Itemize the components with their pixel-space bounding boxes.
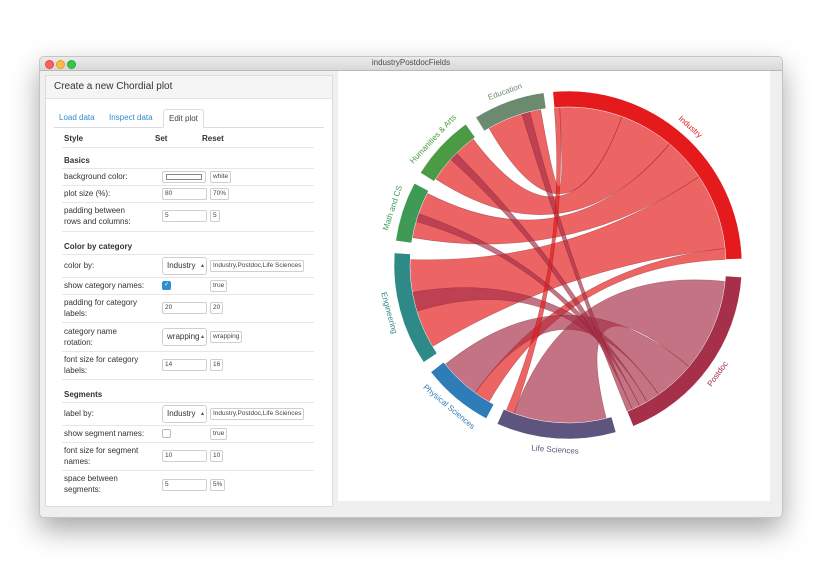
group-label-life-sciences: Life Sciences [531, 444, 579, 456]
select-arrows-icon: ▴ [200, 263, 204, 269]
show-category-names-reset-button[interactable]: true [210, 280, 228, 292]
col-header-style: Style [64, 134, 84, 143]
padding-cat-reset-button[interactable]: 20 [210, 302, 224, 314]
background-color-label: background color: [64, 172, 128, 181]
font-cat-reset-button[interactable]: 16 [210, 359, 224, 371]
group-arc-humanities-arts[interactable] [420, 123, 476, 182]
cat-rotation-label-line1: category name [64, 327, 117, 336]
tab-bar: Load data Inspect data Edit plot [54, 109, 324, 128]
minimize-window-button[interactable] [56, 60, 65, 69]
background-color-reset-button[interactable]: white [210, 171, 232, 183]
font-seg-input[interactable]: 10 [162, 450, 207, 462]
group-arc-postdoc[interactable] [626, 275, 742, 427]
divider [62, 254, 314, 255]
padding-rc-label-line2: rows and columns: [64, 217, 131, 226]
select-arrows-icon: ▴ [200, 334, 204, 340]
show-segment-names-checkbox[interactable] [162, 429, 171, 438]
row-color-by: color by: Industry ▴ Industry,Postdoc,Lif… [62, 255, 314, 278]
window-title: industryPostdocFields [371, 58, 451, 67]
font-cat-label-line1: font size for category [64, 355, 139, 364]
label-by-select[interactable]: Industry ▴ [162, 405, 207, 423]
divider [62, 168, 314, 169]
row-padding-rows-columns: padding between rows and columns: 5 5 [62, 203, 314, 232]
row-category-name-rotation: category name rotation: wrapping ▴ wrappi… [62, 323, 314, 352]
show-segment-names-label: show segment names: [64, 429, 145, 438]
group-arc-engineering[interactable] [393, 252, 438, 363]
color-by-label: color by: [64, 261, 95, 270]
show-category-names-checkbox[interactable]: ✓ [162, 281, 171, 290]
plot-size-reset-button[interactable]: 70% [210, 188, 230, 200]
padding-cat-input[interactable]: 20 [162, 302, 207, 314]
font-seg-label-line1: font size for segment [64, 446, 139, 455]
row-show-category-names: show category names: ✓ true [62, 278, 314, 295]
col-header-set: Set [155, 134, 168, 143]
close-window-button[interactable] [45, 60, 54, 69]
padding-cat-label-line2: labels: [64, 309, 88, 318]
padding-rc-reset-button[interactable]: 5 [210, 210, 220, 222]
cat-rotation-select[interactable]: wrapping ▴ [162, 328, 207, 346]
plot-size-input[interactable]: 80 [162, 188, 207, 200]
show-segment-names-reset-button[interactable]: true [210, 428, 228, 440]
title-bar: industryPostdocFields [40, 57, 782, 71]
font-seg-label-line2: names: [64, 457, 91, 466]
panel-title: Create a new Chordial plot [46, 76, 332, 99]
app-window: industryPostdocFields Create a new Chord… [39, 56, 783, 518]
label-by-label: label by: [64, 409, 94, 418]
padding-rc-label-line1: padding between [64, 206, 125, 215]
divider [62, 402, 314, 403]
label-by-reset-button[interactable]: Industry,Postdoc,Life Sciences [210, 408, 305, 420]
color-by-reset-button[interactable]: Industry,Postdoc,Life Sciences [210, 260, 305, 272]
space-seg-input[interactable]: 5 [162, 479, 207, 491]
font-cat-input[interactable]: 14 [162, 359, 207, 371]
row-space-between-segments: space between segments: 5 5% [62, 471, 314, 498]
plot-size-label: plot size (%): [64, 189, 111, 198]
cat-rotation-reset-button[interactable]: wrapping [210, 331, 243, 343]
font-cat-label-line2: labels: [64, 366, 88, 375]
padding-cat-label-line1: padding for category [64, 298, 137, 307]
background-color-picker[interactable] [162, 171, 206, 183]
padding-rc-input[interactable]: 5 [162, 210, 207, 222]
group-arc-education[interactable] [475, 92, 547, 132]
row-font-size-category: font size for category labels: 14 16 [62, 352, 314, 380]
row-font-size-segment: font size for segment names: 10 10 [62, 443, 314, 471]
row-label-by: label by: Industry ▴ Industry,Postdoc,Lif… [62, 403, 314, 426]
row-show-segment-names: show segment names: true [62, 426, 314, 443]
cat-rotation-value: wrapping [167, 332, 200, 341]
group-arc-industry[interactable] [552, 90, 743, 260]
label-by-value: Industry [167, 409, 196, 418]
select-arrows-icon: ▴ [200, 411, 204, 417]
plot-area: Industry Postdoc Life Sciences Physical Sci… [338, 71, 770, 501]
main-content: Create a new Chordial plot Load data Ins… [40, 71, 782, 517]
font-seg-reset-button[interactable]: 10 [210, 450, 224, 462]
tab-edit-plot[interactable]: Edit plot [163, 109, 204, 128]
cat-rotation-label-line2: rotation: [64, 338, 93, 347]
section-basics: Basics [64, 156, 90, 165]
show-category-names-label: show category names: [64, 281, 145, 290]
settings-panel: Create a new Chordial plot Load data Ins… [45, 75, 333, 507]
group-arc-life-sciences[interactable] [496, 408, 617, 440]
space-seg-label-line2: segments: [64, 485, 101, 494]
section-segments: Segments [64, 390, 103, 399]
tab-inspect-data[interactable]: Inspect data [109, 113, 153, 122]
tab-load-data[interactable]: Load data [59, 113, 95, 122]
group-arc-math-and-cs[interactable] [395, 182, 429, 244]
space-seg-reset-button[interactable]: 5% [210, 479, 226, 491]
row-padding-category-labels: padding for category labels: 20 20 [62, 295, 314, 323]
header-divider [62, 147, 314, 148]
color-by-select[interactable]: Industry ▴ [162, 257, 207, 275]
group-arc-physical-sciences[interactable] [430, 361, 495, 419]
col-header-reset: Reset [202, 134, 224, 143]
color-by-value: Industry [167, 261, 196, 270]
section-color-by-category: Color by category [64, 242, 133, 251]
space-seg-label-line1: space between [64, 474, 118, 483]
zoom-window-button[interactable] [67, 60, 76, 69]
row-background-color: background color: white [62, 169, 314, 186]
row-plot-size: plot size (%): 80 70% [62, 186, 314, 203]
group-label-engineering: Engineering [379, 291, 399, 335]
